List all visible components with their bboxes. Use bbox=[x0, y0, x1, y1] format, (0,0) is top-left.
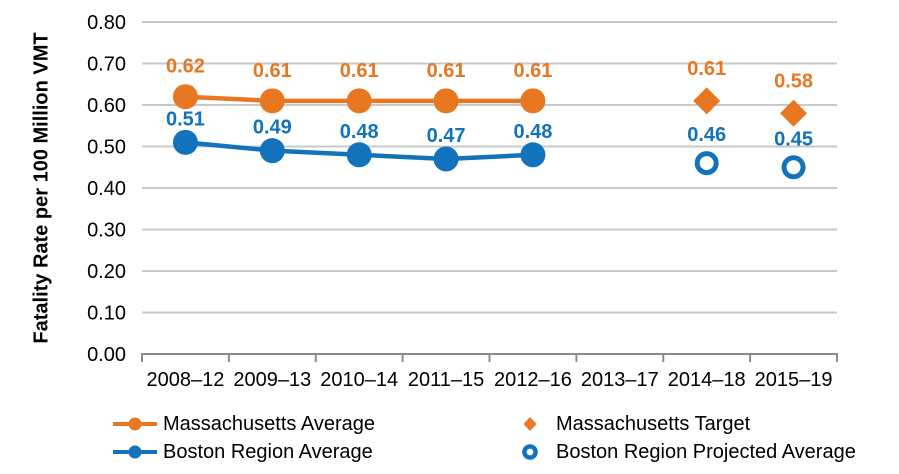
open-circle-marker-icon bbox=[522, 444, 538, 460]
y-tick-label: 0.40 bbox=[87, 178, 126, 200]
data-point-marker bbox=[346, 142, 372, 168]
data-point-marker bbox=[520, 142, 546, 168]
y-tick-label: 0.80 bbox=[87, 12, 126, 34]
legend-item-boston-region-average: Boston Region Average bbox=[112, 438, 375, 466]
data-point-marker bbox=[172, 84, 198, 110]
x-tick-label: 2008–12 bbox=[147, 369, 225, 391]
data-point-label: 0.48 bbox=[513, 121, 552, 143]
data-point-label: 0.61 bbox=[253, 60, 292, 82]
data-point-label: 0.61 bbox=[513, 60, 552, 82]
line-circle-marker-icon bbox=[113, 417, 157, 431]
line-circle-marker-icon bbox=[113, 445, 157, 459]
legend-column-right: Massachusetts Target Boston Region Proje… bbox=[518, 410, 856, 466]
legend-item-massachusetts-target: Massachusetts Target bbox=[518, 410, 856, 438]
data-point-label: 0.48 bbox=[340, 121, 379, 143]
data-point-label: 0.45 bbox=[774, 128, 813, 150]
x-tick-label: 2009–13 bbox=[233, 369, 311, 391]
legend-item-massachusetts-average: Massachusetts Average bbox=[112, 410, 375, 438]
data-point-label: 0.58 bbox=[774, 70, 813, 92]
data-point-label: 0.61 bbox=[687, 58, 726, 80]
data-point-marker bbox=[520, 88, 546, 114]
x-tick-label: 2013–17 bbox=[581, 369, 659, 391]
data-point-marker bbox=[346, 88, 372, 114]
x-tick-label: 2010–14 bbox=[320, 369, 398, 391]
y-tick-label: 0.00 bbox=[87, 344, 126, 366]
data-point-marker bbox=[694, 151, 719, 176]
data-point-marker bbox=[172, 129, 198, 155]
data-point-marker bbox=[780, 99, 808, 127]
x-tick-label: 2014–18 bbox=[668, 369, 746, 391]
x-tick-label: 2011–15 bbox=[408, 369, 484, 391]
legend-column-left: Massachusetts Average Boston Region Aver… bbox=[112, 410, 375, 466]
y-tick-label: 0.70 bbox=[87, 54, 126, 76]
x-tick-label: 2012–16 bbox=[494, 369, 572, 391]
data-point-label: 0.46 bbox=[687, 124, 726, 146]
data-point-label: 0.61 bbox=[340, 60, 379, 82]
y-tick-label: 0.60 bbox=[87, 95, 126, 117]
y-tick-label: 0.50 bbox=[87, 137, 126, 159]
y-tick-label: 0.20 bbox=[87, 261, 126, 283]
legend-label: Boston Region Average bbox=[163, 440, 373, 463]
legend-item-boston-region-projected-average: Boston Region Projected Average bbox=[518, 438, 856, 466]
legend-label: Massachusetts Average bbox=[163, 412, 375, 435]
data-point-marker bbox=[433, 146, 459, 172]
y-tick-label: 0.10 bbox=[87, 303, 126, 325]
y-tick-label: 0.30 bbox=[87, 220, 126, 242]
data-point-label: 0.51 bbox=[166, 108, 205, 130]
data-point-label: 0.49 bbox=[253, 117, 292, 139]
x-tick-label: 2015–19 bbox=[755, 369, 833, 391]
data-point-marker bbox=[781, 155, 806, 180]
legend-label: Boston Region Projected Average bbox=[556, 440, 856, 463]
diamond-marker-icon bbox=[523, 417, 537, 431]
data-point-marker bbox=[693, 87, 721, 115]
data-point-marker bbox=[259, 138, 285, 164]
data-point-marker bbox=[259, 88, 285, 114]
data-point-label: 0.47 bbox=[427, 125, 466, 147]
data-point-marker bbox=[433, 88, 459, 114]
data-point-label: 0.61 bbox=[427, 60, 466, 82]
legend-label: Massachusetts Target bbox=[556, 412, 751, 435]
data-point-label: 0.62 bbox=[166, 56, 205, 78]
